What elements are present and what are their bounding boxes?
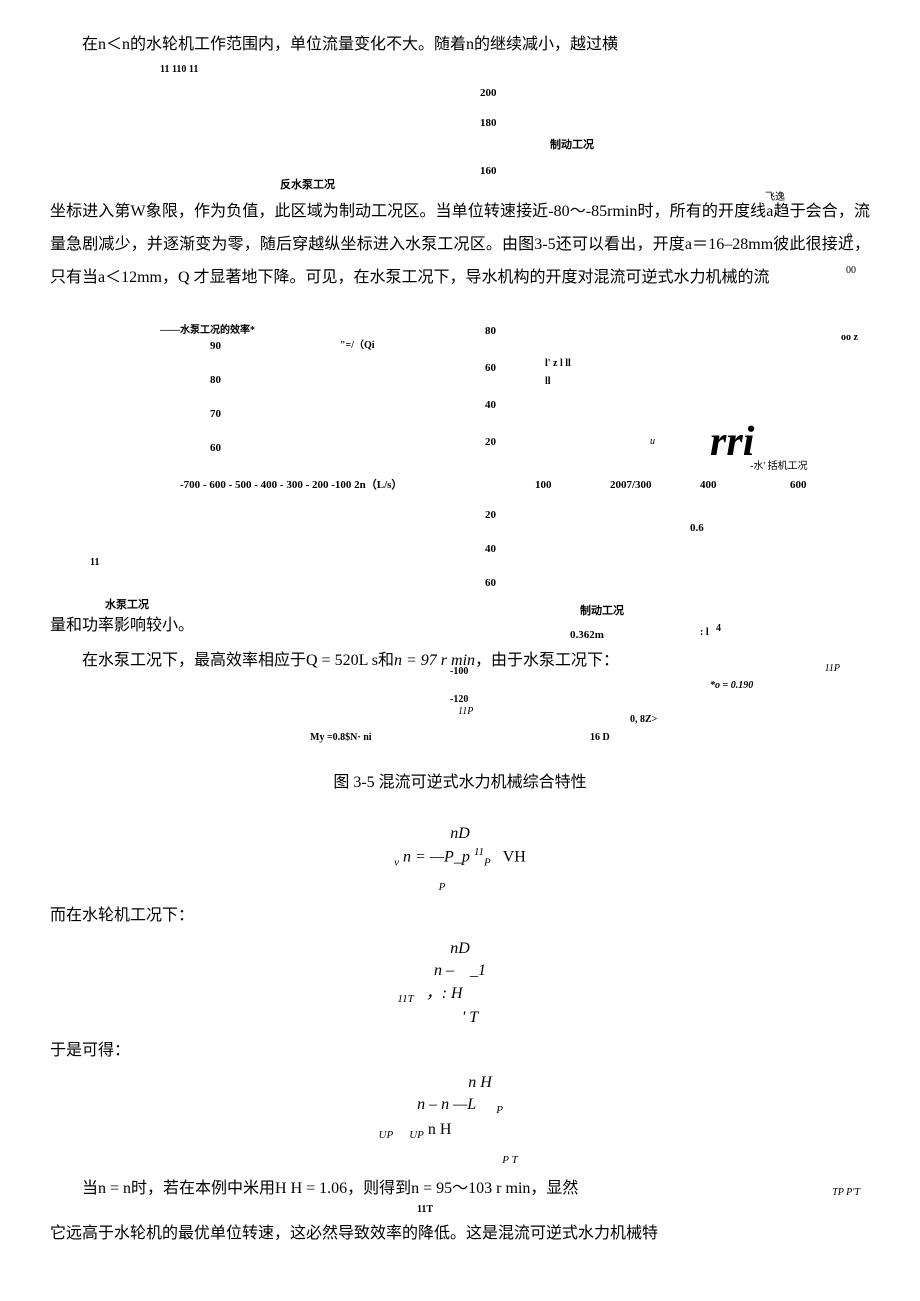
f2-l1: nD xyxy=(450,940,470,957)
f1-l2: n = —P_p xyxy=(403,848,470,865)
f1-tail: VH xyxy=(503,848,526,865)
f2-sub1: 11T xyxy=(397,993,413,1005)
scatter-l4-sup: 4 xyxy=(716,619,721,638)
qi-label: "=/（Qi xyxy=(340,336,375,355)
label-reverse-pump-mode: 反水泵工况 xyxy=(280,175,335,196)
f2-l2: n – xyxy=(434,962,458,979)
x-right-600: 600 xyxy=(790,475,807,496)
f2-tail: _1 xyxy=(470,962,486,979)
x-left-axis: -700 - 600 - 500 - 400 - 300 - 200 -100 … xyxy=(180,475,402,496)
ytick-c80: 80 xyxy=(485,321,496,342)
scatter-ll: ll xyxy=(545,372,551,391)
f3-l2: n – n —L xyxy=(417,1096,476,1113)
ytick-b60: 60 xyxy=(485,573,496,594)
ytick-b20: 20 xyxy=(485,505,496,526)
p4-c: ，由于水泵工况下： xyxy=(475,652,619,669)
f3-sub2: UP xyxy=(409,1129,424,1141)
ytick-60: 60 xyxy=(210,438,221,459)
ytick-180: 180 xyxy=(480,113,497,134)
scatter-l4: : l xyxy=(700,623,709,642)
iip-center: 11P xyxy=(458,702,473,721)
f1-postsub: P xyxy=(439,881,446,893)
axis-note-ooz: oo z xyxy=(841,328,858,347)
ytick-c40: 40 xyxy=(485,395,496,416)
x-right-400: 400 xyxy=(700,475,717,496)
figure-3-5-chart: 200 180 160 制动工况 反水泵工况 飞逸 坐标进入第W象限，作为负值，… xyxy=(50,83,870,683)
ytick-c20: 20 xyxy=(485,432,496,453)
subscript-line-1: 11 110 11 xyxy=(160,60,870,79)
rri-text: rri xyxy=(710,403,754,483)
x-right-100: 100 xyxy=(535,475,552,496)
neg100: -100 xyxy=(450,662,468,681)
ytick-b40: 40 xyxy=(485,539,496,560)
margin-0: 0 xyxy=(847,228,852,247)
paragraph-2-overlay: 坐标进入第W象限，作为负值，此区域为制动工况区。当单位转速接近-80～-85rm… xyxy=(50,196,870,294)
brake-mode-bottom-label: 制动工况 xyxy=(580,601,624,622)
f3-l3: P T xyxy=(502,1154,517,1166)
scatter-06: 0.6 xyxy=(690,518,704,539)
paragraph-2: 坐标进入第W象限，作为负值，此区域为制动工况区。当单位转速接近-80～-85rm… xyxy=(50,196,870,294)
paragraph-8: 它远高于水轮机的最优单位转速，这必然导致效率的降低。这是混流可逆式水力机械特 xyxy=(50,1219,870,1249)
f3-tail: n H xyxy=(428,1121,452,1138)
f3-psub: P xyxy=(496,1105,503,1117)
p4-suffix-11p: 11P xyxy=(793,659,840,678)
p7-suffix: TP P'T xyxy=(800,1183,860,1202)
f1-sup: 11 xyxy=(474,846,484,858)
turbine-mode-label: -水' 括机工况 xyxy=(750,457,808,476)
margin-00: 00 xyxy=(846,261,856,280)
f2-l3: ，: H xyxy=(426,985,463,1002)
ytick-70: 70 xyxy=(210,404,221,425)
ytick-160: 160 xyxy=(480,161,497,182)
paragraph-6: 于是可得： xyxy=(50,1036,870,1066)
scatter-lzl: l' z l ll xyxy=(545,358,571,370)
p7-text: 当n = n时，若在本例中米用H H = 1.06，则得到n = 95～103 … xyxy=(82,1180,578,1197)
d16: 16 D xyxy=(590,728,610,747)
f2-l4: ' T xyxy=(462,1009,478,1026)
f3-l1: n H xyxy=(468,1074,492,1091)
scatter-below-p4: -100 *o = 0.190 -120 11P 0, 8Z> 16 D My … xyxy=(50,680,870,750)
paragraph-7: 当n = n时，若在本例中米用H H = 1.06，则得到n = 95～103 … xyxy=(50,1174,870,1204)
ytick-90: 90 xyxy=(210,336,221,357)
f1-presub: v xyxy=(394,856,399,868)
sub-11-left: 11 xyxy=(90,553,99,572)
o0190: *o = 0.190 xyxy=(710,676,753,695)
ytick-80: 80 xyxy=(210,370,221,391)
formula-1: nD v n = —P_p 11P VH P xyxy=(50,823,870,896)
z08: 0, 8Z> xyxy=(630,710,657,729)
x-right-2007: 2007/300 xyxy=(610,475,652,496)
p4-a: 在水泵工况下，最高效率相应于Q = 520L s和 xyxy=(82,652,394,669)
f1-l1: nD xyxy=(450,825,470,842)
formula-2: nD n – _1 11T ，: H ' T xyxy=(50,938,870,1030)
paragraph-5: 而在水轮机工况下： xyxy=(50,901,870,931)
scatter-u: u xyxy=(650,432,655,451)
my-formula: My =0.8$N· ni xyxy=(310,728,372,747)
ytick-200: 200 xyxy=(480,83,497,104)
pump-mode-label: 水泵工况 xyxy=(105,595,149,616)
eff-label: ——水泵工况的效率* xyxy=(160,321,255,340)
ytick-c60: 60 xyxy=(485,358,496,379)
figure-caption: 图 3-5 混流可逆式水力机械综合特性 xyxy=(50,768,870,798)
scatter-0362: 0.362m xyxy=(570,625,604,646)
formula-3: n H n – n —L P UP UP n H P T xyxy=(50,1072,870,1168)
f1-sub: P xyxy=(484,856,491,868)
f3-sub1: UP xyxy=(379,1129,394,1141)
label-brake-mode-top: 制动工况 xyxy=(550,135,594,156)
paragraph-1: 在n＜n的水轮机工作范围内，单位流量变化不大。随着n的继续减小，越过横 xyxy=(50,30,870,60)
